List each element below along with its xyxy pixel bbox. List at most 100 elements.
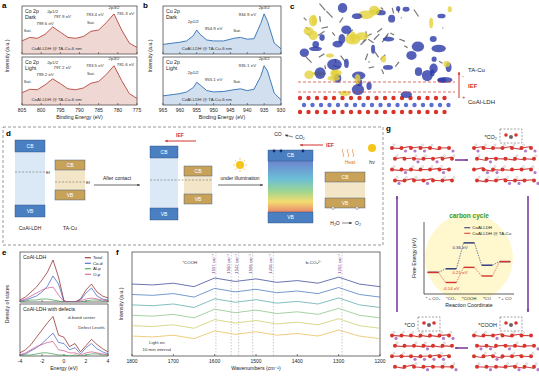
- bond: [377, 28, 382, 32]
- atom: [536, 347, 539, 350]
- subtitle: Light: [166, 65, 178, 71]
- title: carbon cycle: [449, 212, 489, 220]
- legend-swatch: [85, 263, 91, 264]
- isosurface: [437, 14, 445, 19]
- x-tick-label: 960: [176, 107, 185, 113]
- isosurface: [304, 27, 314, 35]
- atom: [323, 110, 327, 114]
- atom: [503, 166, 505, 168]
- x-tick: [338, 354, 339, 356]
- annotation: 0.36 eV: [452, 245, 467, 250]
- band-label: VB: [161, 211, 168, 217]
- bond: [319, 54, 325, 57]
- band-label: CB: [161, 149, 169, 155]
- bond: [414, 9, 419, 16]
- isosurface: [309, 15, 318, 26]
- atom: [532, 365, 536, 369]
- atom: [451, 337, 454, 340]
- category-label: *COOH: [462, 296, 477, 301]
- atom: [523, 365, 527, 369]
- connector: [492, 262, 499, 276]
- atom: [447, 168, 451, 172]
- atom: [412, 166, 414, 168]
- arrow-head: [396, 196, 399, 199]
- state-label: *CO₂: [484, 134, 497, 140]
- chart: 18001700160015001400130012001597 cm⁻¹156…: [118, 252, 386, 371]
- atom: [443, 363, 445, 365]
- band: [268, 212, 313, 223]
- atom: [404, 171, 407, 174]
- adsorbate-box: [418, 317, 440, 331]
- atom: [513, 178, 517, 182]
- atom: [450, 178, 454, 182]
- x-tick-label: 1300: [333, 358, 344, 364]
- band: [150, 146, 178, 158]
- atom: [361, 103, 365, 107]
- arrow-line: [396, 196, 398, 312]
- band: [15, 205, 45, 217]
- atom: [302, 103, 306, 107]
- isosurface: [383, 37, 395, 42]
- atom: [417, 110, 421, 114]
- atom: [390, 168, 394, 172]
- x-tick-label: 935: [260, 107, 269, 113]
- atom: [504, 157, 508, 161]
- step-label: under illumination: [220, 175, 259, 181]
- isosurface: [341, 26, 351, 35]
- panel-letter: e: [2, 248, 7, 257]
- atom: [478, 155, 480, 157]
- annotation: Sat.: [233, 79, 241, 84]
- annotation: d-band center: [68, 315, 96, 320]
- atom: [478, 176, 480, 178]
- atom: [532, 157, 536, 161]
- heat-wave: [347, 149, 349, 157]
- band-gap: [55, 170, 85, 190]
- isosurface: [406, 51, 416, 60]
- chart: 965960955950945940935930Cu 2pLight2p1/29…: [159, 56, 286, 120]
- isosurface: [304, 71, 313, 79]
- atom: [421, 103, 425, 107]
- atom: [509, 135, 513, 139]
- atom: [442, 110, 446, 114]
- atom: [475, 344, 479, 348]
- atom: [485, 365, 489, 369]
- atom: [402, 352, 404, 354]
- annotation: Defect Levels: [78, 325, 105, 330]
- atom: [494, 144, 496, 146]
- atom: [412, 331, 414, 333]
- heat-wave: [352, 149, 354, 157]
- band-label: VB: [342, 200, 349, 206]
- isosurface: [369, 6, 380, 16]
- bond: [319, 4, 325, 11]
- atom: [504, 321, 508, 325]
- atom: [489, 160, 492, 163]
- annotation: 2p1/2: [188, 19, 200, 24]
- atom: [523, 157, 527, 161]
- atom: [508, 182, 511, 185]
- atom: [409, 146, 413, 150]
- series-line: [20, 353, 108, 356]
- sun-ray: [240, 170, 241, 172]
- bond: [306, 57, 312, 63]
- atom: [405, 176, 407, 178]
- sun-glow: [425, 214, 513, 302]
- atom: [513, 365, 517, 369]
- atom: [431, 365, 435, 369]
- sign: +: [462, 94, 466, 100]
- category-label: *CO: [483, 296, 492, 301]
- atom: [374, 110, 378, 114]
- atom: [484, 331, 486, 333]
- atom: [513, 157, 517, 161]
- area: [163, 14, 281, 54]
- atom: [419, 333, 423, 337]
- atom: [472, 354, 476, 358]
- area: [22, 14, 137, 54]
- bond: [319, 16, 321, 22]
- x-tick-label: 775: [133, 107, 142, 113]
- atom: [431, 157, 435, 161]
- atom: [482, 354, 486, 358]
- annotation: 797.9 eV: [53, 14, 71, 19]
- atom: [412, 157, 416, 161]
- atom: [491, 146, 495, 150]
- atom: [475, 365, 479, 369]
